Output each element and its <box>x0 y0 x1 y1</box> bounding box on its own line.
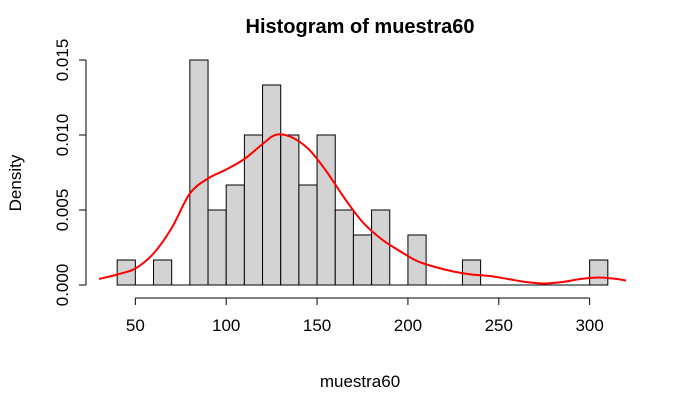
histogram-bar <box>207 209 227 286</box>
x-tick-label: 50 <box>126 316 145 335</box>
density-curve <box>98 133 627 285</box>
density-line <box>98 133 627 285</box>
x-tick-label: 300 <box>575 316 603 335</box>
x-axis-label: muestra60 <box>320 372 400 391</box>
histogram-bar <box>316 134 336 286</box>
y-tick-label: 0.005 <box>53 189 72 232</box>
histogram-bar <box>298 184 318 286</box>
y-axis-label: Density <box>6 154 25 211</box>
histogram-bar <box>262 84 282 286</box>
x-tick-label: 150 <box>303 316 331 335</box>
histogram-bar <box>225 184 245 286</box>
bars <box>116 59 609 286</box>
x-axis: 50 100 150 200 250 300 <box>126 297 604 335</box>
histogram-bar <box>153 259 173 286</box>
chart-title: Histogram of muestra60 <box>246 16 475 38</box>
histogram-bar <box>189 59 209 286</box>
y-tick-label: 0.010 <box>53 114 72 157</box>
histogram-bar <box>461 259 482 286</box>
x-tick-label: 100 <box>212 316 240 335</box>
histogram-bar <box>589 259 609 286</box>
histogram-bar <box>334 209 354 286</box>
x-tick-label: 250 <box>485 316 513 335</box>
y-axis: 0.000 0.005 0.010 0.015 <box>53 39 87 307</box>
y-tick-label: 0.000 <box>53 264 72 307</box>
histogram-bar <box>371 209 391 286</box>
y-tick-label: 0.015 <box>53 39 72 82</box>
x-tick-label: 200 <box>394 316 422 335</box>
histogram-bar <box>280 134 300 286</box>
histogram-bar <box>352 234 373 286</box>
